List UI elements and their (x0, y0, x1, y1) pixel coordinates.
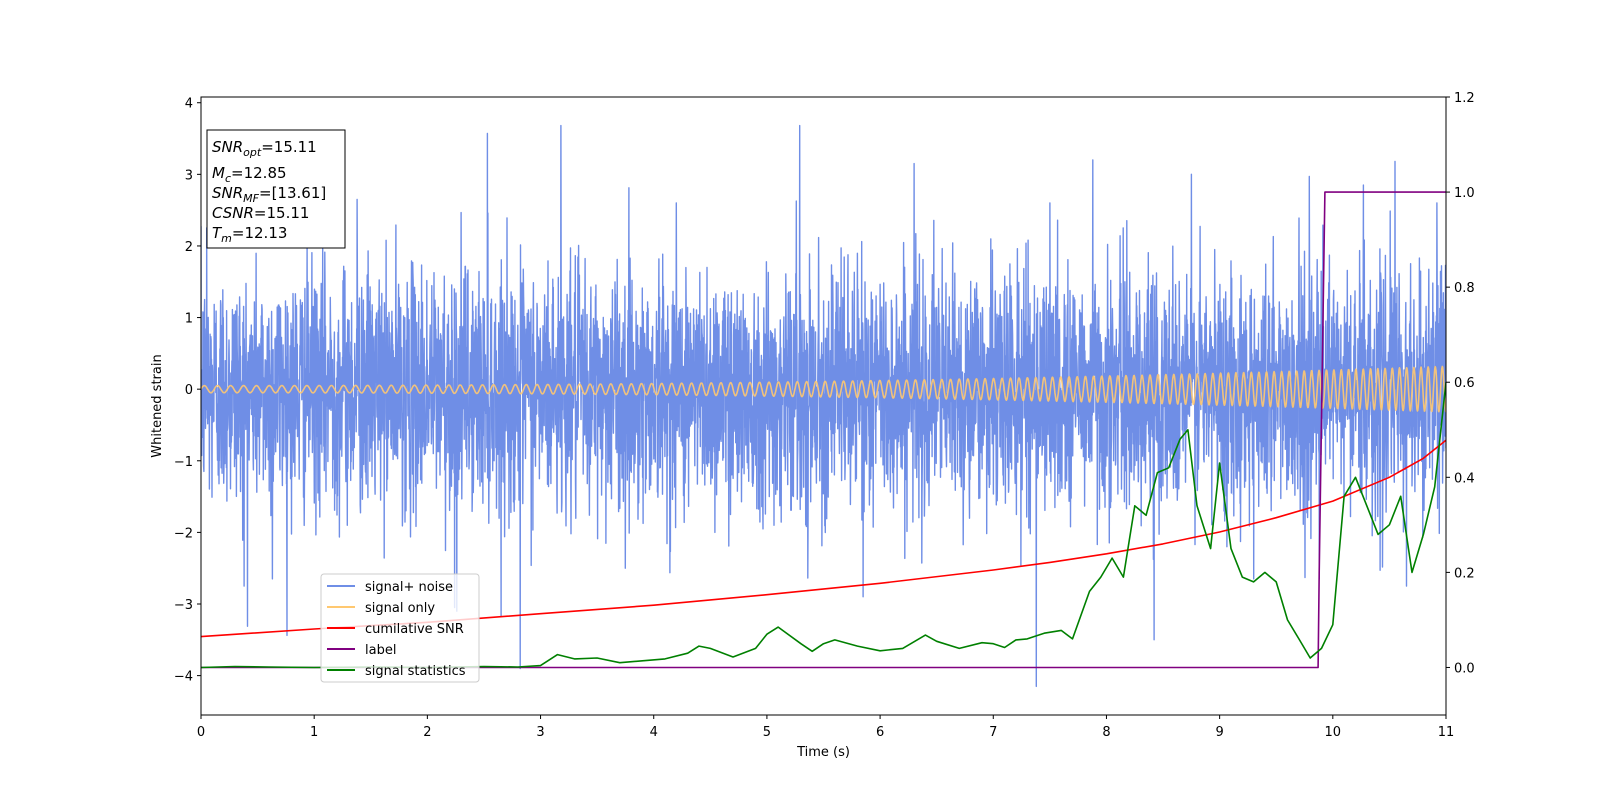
legend-label: signal only (365, 601, 435, 616)
info-box-line: SNRMF=[13.61] (212, 184, 326, 205)
legend-frame (320, 573, 480, 683)
series-line-signal-noise (201, 124, 1446, 688)
series-line-signal-statistics (201, 382, 1446, 669)
x-tick-label: 3 (536, 725, 544, 740)
y2-tick-label: 0.6 (1454, 376, 1475, 391)
y-tick-label: 1 (185, 312, 193, 327)
y-tick-label: 2 (185, 240, 193, 255)
info-box-line: Mc=12.85 (212, 164, 287, 185)
y-tick-label: −2 (174, 526, 193, 541)
y-tick-label: 0 (185, 383, 193, 398)
x-tick-label: 4 (650, 725, 658, 740)
legend-label: label (365, 643, 396, 658)
info-box-symbol: SNR (212, 184, 243, 202)
x-tick-label: 9 (1215, 725, 1223, 740)
info-box-symbol: T (212, 224, 223, 242)
series-line-label (201, 191, 1446, 669)
y-tick-label: 3 (185, 168, 193, 183)
y-axis-label: Whitened strain (150, 354, 165, 457)
info-box-symbol: CSNR (212, 204, 254, 222)
legend-label: cumilative SNR (365, 622, 464, 637)
plot-series-layer (201, 124, 1446, 688)
y2-tick-label: 0.2 (1454, 566, 1475, 581)
info-box-line: CSNR=15.11 (212, 204, 309, 222)
y-tick-label: −4 (174, 670, 193, 685)
info-box-line: SNRopt=15.11 (212, 138, 317, 159)
legend-label: signal statistics (365, 664, 466, 679)
info-box-value: =15.11 (254, 204, 310, 222)
series-line-cumilative-snr (201, 439, 1446, 638)
info-box-subscript: m (221, 232, 232, 245)
legend-label: signal+ noise (365, 580, 453, 595)
info-box-line: Tm=12.13 (212, 224, 287, 245)
y-tick-label: −1 (174, 455, 193, 470)
x-axis-label: Time (s) (796, 745, 850, 760)
info-box-symbol: SNR (212, 138, 243, 156)
y2-tick-label: 1.2 (1454, 91, 1475, 106)
info-box-symbol: M (212, 164, 225, 182)
x-tick-label: 0 (197, 725, 205, 740)
x-tick-label: 11 (1438, 725, 1455, 740)
info-box-subscript: opt (243, 146, 262, 159)
series-line-signal-only (201, 365, 1446, 413)
info-box-frame (206, 129, 346, 249)
ticks-layer: 0 1 2 3 4 5 6 7 8 9 10 1143210−1−2−3−41.21.00.80.60… (174, 91, 1475, 740)
plot-frame (200, 96, 1447, 716)
info-box-subscript: MF (243, 192, 259, 205)
info-box: SNRopt=15.11Mc=12.85SNRMF=[13.61]CSNR=15… (206, 129, 346, 249)
x-tick-label: 7 (989, 725, 997, 740)
x-tick-label: 5 (763, 725, 771, 740)
legend: signal+ noise signal only cumilative SNR la… (320, 573, 480, 683)
y-tick-label: 4 (185, 97, 193, 112)
x-tick-label: 2 (423, 725, 431, 740)
y2-tick-label: 1.0 (1454, 186, 1475, 201)
x-tick-label: 1 (310, 725, 318, 740)
x-tick-label: 8 (1102, 725, 1110, 740)
info-box-subscript: c (225, 172, 231, 185)
y-tick-label: −3 (174, 598, 193, 613)
y2-tick-label: 0.8 (1454, 281, 1475, 296)
info-box-value: =[13.61] (259, 184, 326, 202)
y2-tick-label: 0.0 (1454, 661, 1475, 676)
y2-tick-label: 0.4 (1454, 471, 1475, 486)
info-box-value: =12.85 (231, 164, 287, 182)
info-box-value: =15.11 (261, 138, 317, 156)
x-tick-label: 10 (1325, 725, 1342, 740)
info-box-value: =12.13 (232, 224, 288, 242)
x-tick-label: 6 (876, 725, 884, 740)
